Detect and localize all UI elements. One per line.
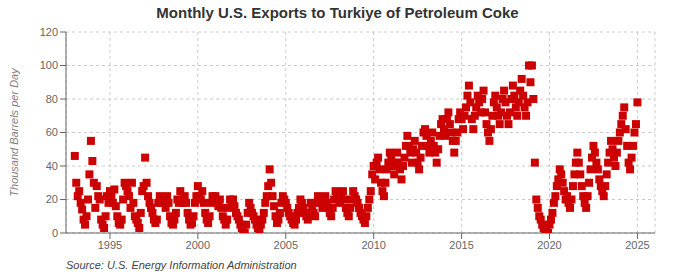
- svg-text:80: 80: [46, 93, 58, 105]
- html-text:Monthly U.S. Exports to Turkiy: Monthly U.S. Exports to Turkiye of Petro…: [156, 4, 519, 21]
- svg-text:1995: 1995: [98, 239, 122, 251]
- html-text:Source: U.S. Energy Informatio: Source: U.S. Energy Information Administ…: [66, 259, 297, 271]
- svg-text:2025: 2025: [625, 239, 649, 251]
- svg-text:60: 60: [46, 126, 58, 138]
- svg-text:Thousand Barrels per Day: Thousand Barrels per Day: [8, 67, 20, 197]
- svg-text:40: 40: [46, 160, 58, 172]
- svg-text:2010: 2010: [361, 239, 385, 251]
- svg-text:2005: 2005: [274, 239, 298, 251]
- svg-text:2015: 2015: [449, 239, 473, 251]
- svg-text:20: 20: [46, 193, 58, 205]
- svg-text:100: 100: [40, 59, 58, 71]
- svg-text:120: 120: [40, 26, 58, 38]
- svg-text:2000: 2000: [186, 239, 210, 251]
- svg-text:2020: 2020: [537, 239, 561, 251]
- svg-text:0: 0: [52, 227, 58, 239]
